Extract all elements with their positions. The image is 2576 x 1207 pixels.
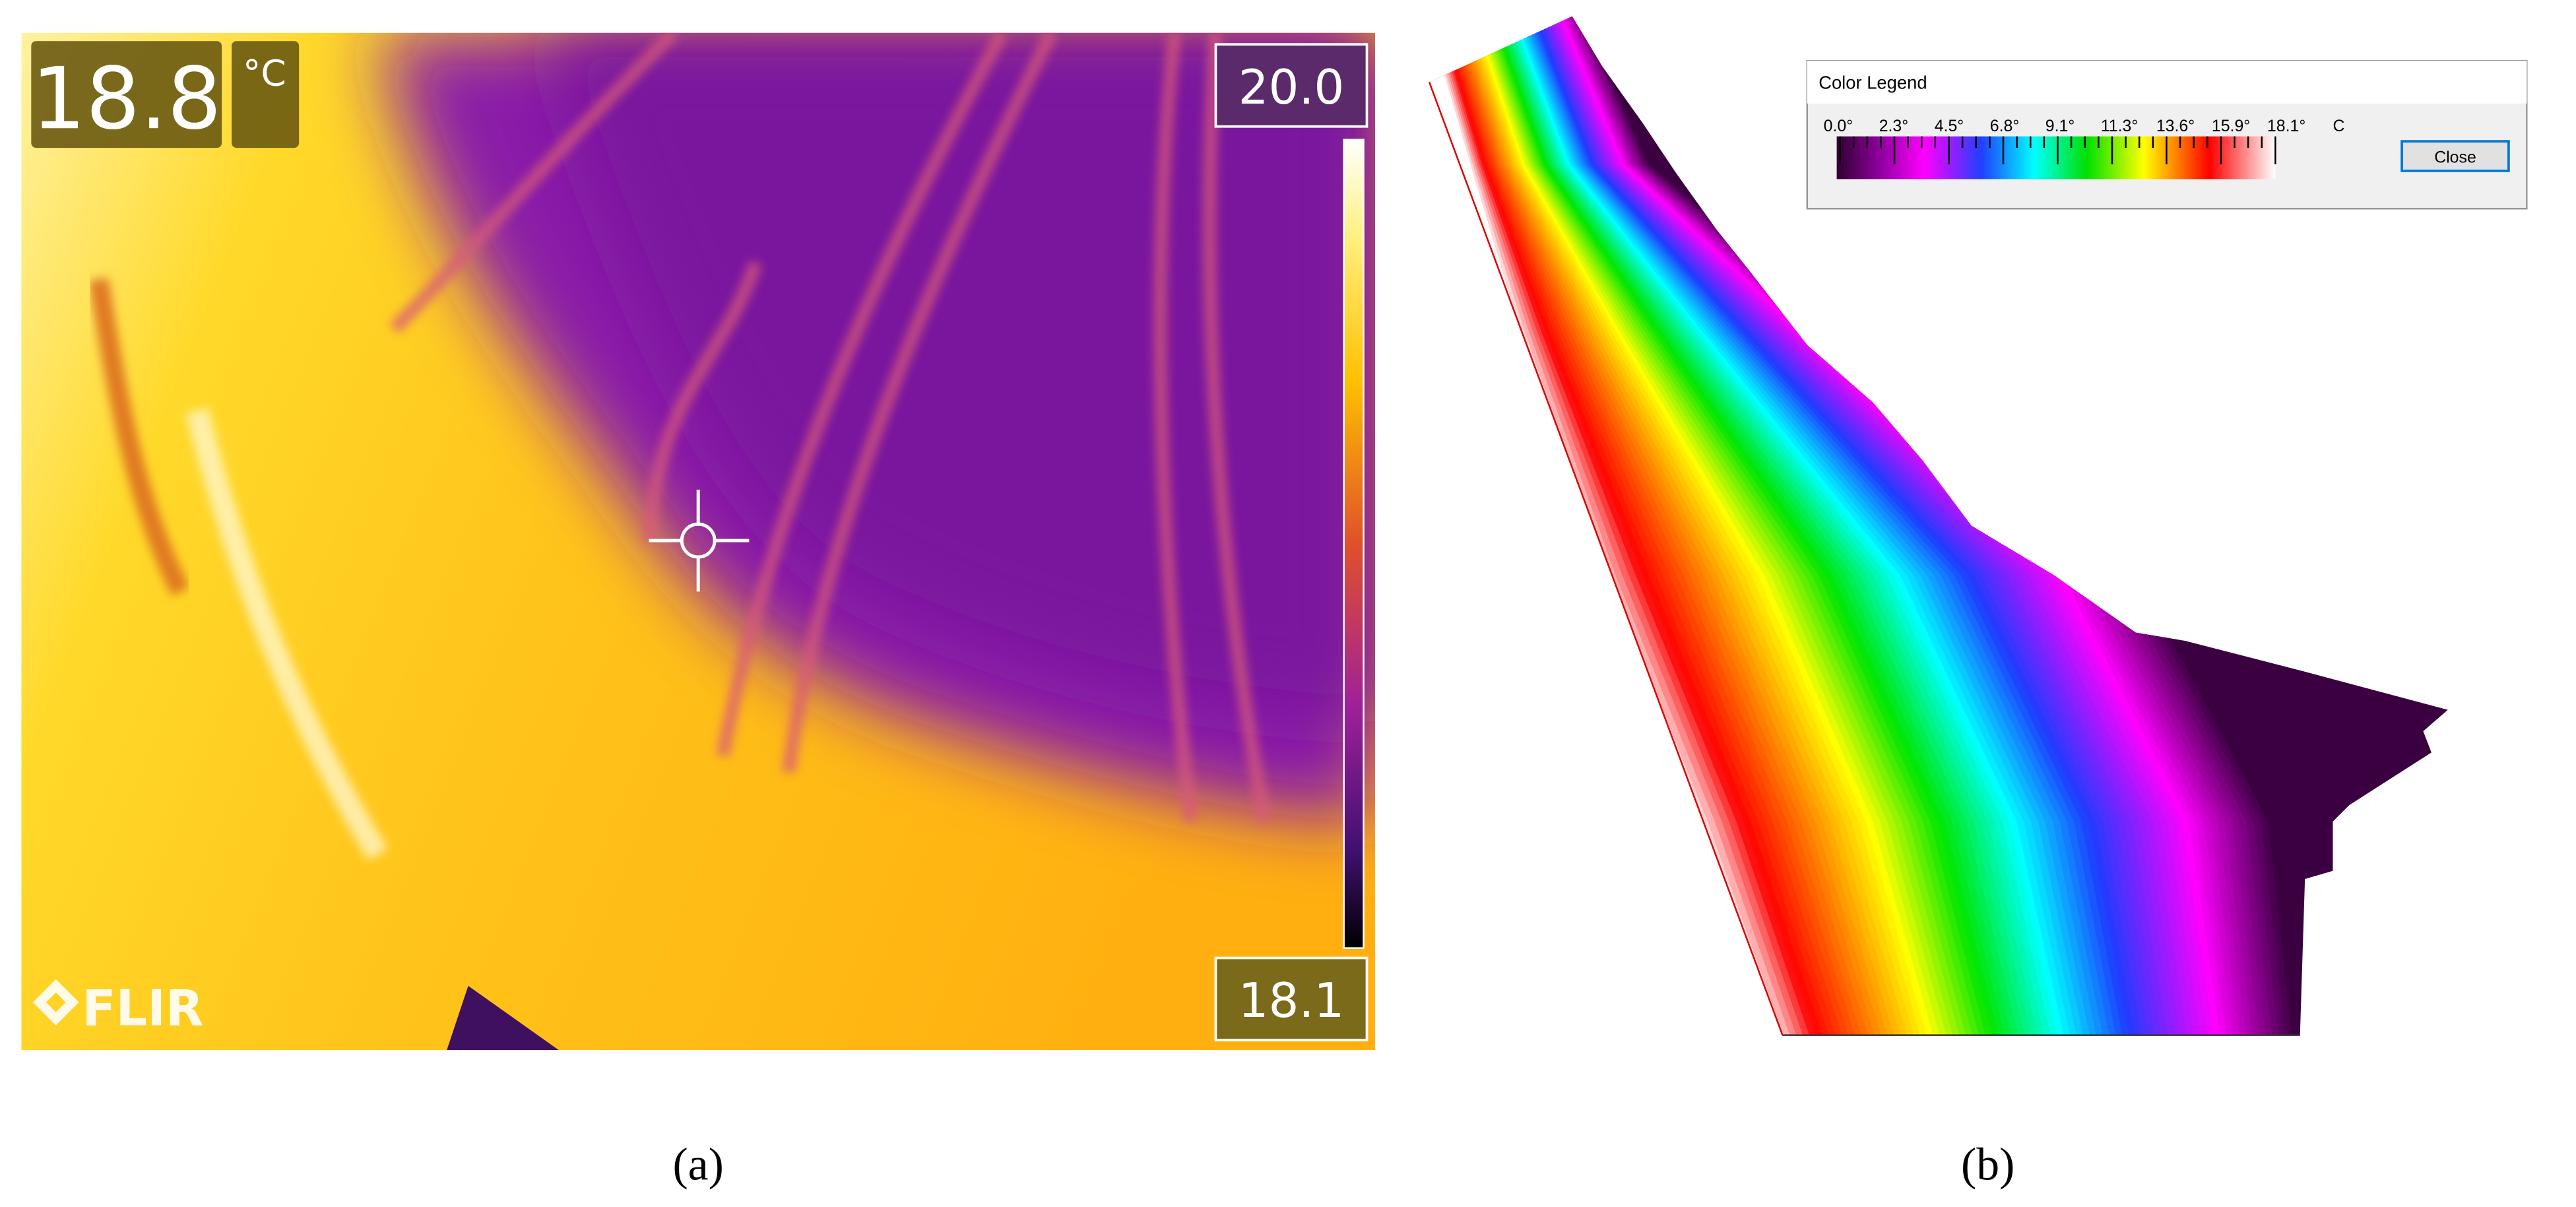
- legend-bar: [1836, 136, 2276, 179]
- spot-temperature: 18.8: [32, 49, 222, 148]
- thermal-image: [21, 32, 1375, 1050]
- spot-box: [31, 41, 222, 148]
- close-button-label[interactable]: Close: [2434, 148, 2476, 166]
- legend-tick-label: 2.3°: [1879, 117, 1909, 135]
- color-bar: [1343, 139, 1365, 949]
- warm-streak: [88, 277, 190, 597]
- logo-mark: [32, 979, 79, 1026]
- legend-tick-label: 0.0°: [1824, 117, 1853, 135]
- dark-corner: [447, 985, 559, 1050]
- legend-tick-label: 4.5°: [1935, 117, 1964, 135]
- unit-box: [232, 41, 300, 148]
- crosshair: [649, 489, 750, 592]
- scale-max: 20.0: [1239, 60, 1345, 115]
- legend-tick-label: 6.8°: [1990, 117, 2020, 135]
- legend-dialog: Color Legend C Close 0.0° 2.3° 4.5° 6.8° 9.1…: [1806, 59, 2528, 210]
- legend-tick-label: 18.1°: [2267, 117, 2305, 135]
- caption-b: (b): [1961, 1140, 2014, 1191]
- close-button[interactable]: [2400, 140, 2510, 172]
- dialog-titlebar: [1807, 61, 2527, 104]
- legend-tick-label: 11.3°: [2101, 117, 2139, 135]
- pipe-traces: [389, 32, 1272, 823]
- field-edge: [1428, 82, 1784, 1036]
- legend-tick-label: 9.1°: [2045, 117, 2075, 135]
- unit: °C: [243, 51, 286, 94]
- legend-tick-label: 15.9°: [2212, 117, 2250, 135]
- scale-min-box: [1214, 956, 1368, 1041]
- legend-unit: C: [2333, 117, 2345, 135]
- logo: FLIR: [82, 980, 203, 1037]
- scale-max-box: [1214, 43, 1368, 128]
- dialog-title: Color Legend: [1819, 72, 1927, 92]
- legend-tick-label: 13.6°: [2156, 117, 2195, 135]
- scale-min: 18.1: [1239, 973, 1345, 1029]
- caption-a: (a): [672, 1140, 723, 1191]
- hot-streak: [185, 408, 388, 861]
